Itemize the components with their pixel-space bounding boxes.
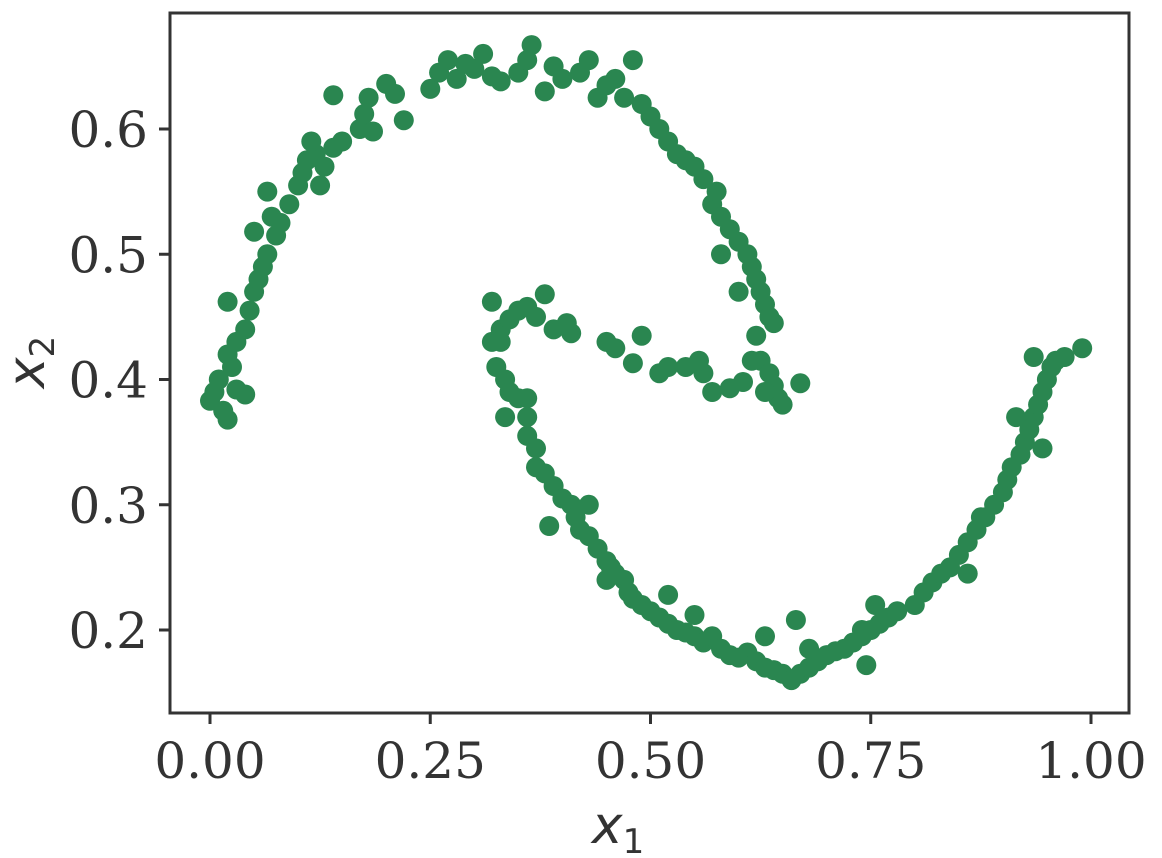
y-tick-label: 0.6 [68,101,148,159]
y-tick-label: 0.5 [68,226,148,284]
data-point [693,169,714,190]
y-axis-ticks: 0.2 0.3 0.4 0.5 0.6 [68,101,170,660]
data-point [257,244,278,265]
data-point [534,284,555,305]
data-point [323,85,344,106]
data-point [790,373,811,394]
data-point [310,175,331,196]
data-point [481,331,502,352]
data-point [772,394,793,415]
data-point [596,569,617,590]
data-point [851,620,872,640]
data-point [526,306,546,327]
data-point [719,378,740,399]
data-point [517,50,538,71]
x-tick-label: 0.25 [375,732,486,790]
data-point [393,110,414,131]
data-point [614,87,635,108]
data-point [711,244,731,265]
x-axis-label: x1 [590,796,644,858]
data-point [763,313,784,334]
data-point [332,131,353,152]
data-point [1032,438,1053,459]
data-point [358,87,379,108]
data-point [596,331,617,352]
data-point [755,382,775,402]
data-point [741,350,762,371]
data-point [887,601,908,622]
data-point [235,384,256,405]
data-point [649,363,670,384]
data-point [517,407,538,428]
data-point [490,71,511,92]
x-tick-label: 0.50 [595,732,706,790]
data-point [1006,407,1027,428]
y-axis-label: x2 [0,336,63,390]
data-point [464,58,485,79]
data-point [622,353,643,374]
data-point [605,68,626,89]
data-point [217,409,238,430]
data-point [1054,347,1075,367]
data-point [561,323,582,344]
data-point [244,221,265,242]
y-tick-label: 0.2 [68,602,148,660]
data-point [521,35,542,56]
data-point [235,319,256,340]
data-point [552,68,573,89]
data-point [217,291,238,312]
y-tick-label: 0.4 [68,352,148,410]
data-point [706,181,727,202]
data-point [270,212,291,233]
scatter-points [200,35,1093,691]
data-point [301,131,322,152]
data-point [239,300,260,321]
x-axis-ticks: 0.00 0.25 0.50 0.75 1.00 [154,713,1147,790]
data-point [755,626,775,647]
x-tick-label: 0.75 [815,732,926,790]
x-tick-label: 1.00 [1035,732,1146,790]
data-point [363,121,383,142]
data-point [957,563,978,584]
data-point [799,638,820,659]
data-point [473,43,494,64]
data-point [622,50,643,71]
data-point [526,438,546,459]
data-point [631,325,652,346]
data-point [446,68,467,89]
data-point [385,83,405,104]
data-point [314,156,335,177]
data-point [279,194,300,215]
data-point [658,584,679,605]
data-point [1072,338,1093,359]
data-point [481,291,502,312]
data-point [495,407,516,428]
data-point [746,325,767,346]
data-point [970,507,991,528]
data-point [208,369,229,390]
data-point [257,181,278,202]
data-point [578,50,599,71]
data-point [534,81,555,102]
data-point [702,382,723,402]
data-point [517,388,538,409]
data-point [728,281,749,302]
data-point [354,104,375,124]
x-tick-label: 0.00 [154,732,265,790]
data-point [539,516,560,536]
data-point [785,610,806,630]
data-point [578,494,599,515]
y-tick-label: 0.3 [68,477,148,535]
data-point [675,357,696,377]
data-point [684,605,705,625]
data-point [420,78,441,99]
data-point [856,655,877,676]
data-point [1023,347,1044,367]
data-point [437,50,458,71]
data-point [865,595,886,615]
